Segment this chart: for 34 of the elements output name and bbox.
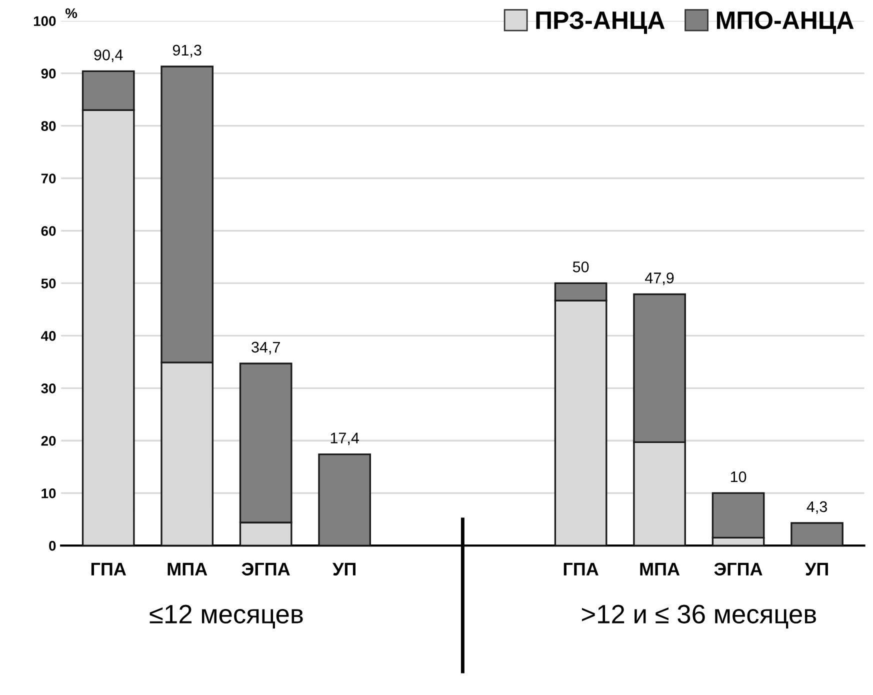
y-tick-label: 0 [49,540,56,551]
total-label: 4,3 [806,501,827,514]
x-tick-label: МПА [168,562,208,576]
x-tick-label: УП [804,562,828,576]
x-tick-label: МПА [640,562,680,576]
legend-label: МПО-АНЦА [716,11,854,34]
x-tick-label: УП [332,562,356,576]
bar [790,522,844,546]
x-tick-label: ГПА [91,562,126,576]
total-label: 34,7 [252,342,280,354]
x-tick-label: ЭГПА [242,562,290,576]
y-tick-label: 10 [42,488,56,498]
y-tick-label: 80 [41,121,56,131]
total-label: 47,9 [645,272,674,286]
x-tick-label: ГПА [564,562,598,576]
total-label: 91,3 [172,44,202,58]
total-label: 17,4 [330,432,359,446]
y-tick-label: 40 [41,331,56,341]
legend-label: ПРЗ-АНЦА [536,11,665,34]
text: >12 и ≤ 36 месяцев [582,604,816,628]
y-tick-label: 90 [41,68,56,78]
y-tick-label: 20 [41,436,56,446]
total-label: 90,4 [94,50,123,62]
y-tick-label: 30 [41,383,56,394]
y-tick-label: 50 [41,278,56,288]
y-axis-title: % [65,8,78,18]
bar [318,453,372,546]
x-tick-label: ЭГПА [714,562,762,576]
y-tick-label: 70 [41,174,56,184]
text: ≤12 месяцев [150,604,303,628]
y-tick-label: 100 [34,16,56,26]
total-label: 50 [572,262,589,272]
y-tick-label: 60 [41,226,56,236]
total-label: 10 [730,471,746,482]
